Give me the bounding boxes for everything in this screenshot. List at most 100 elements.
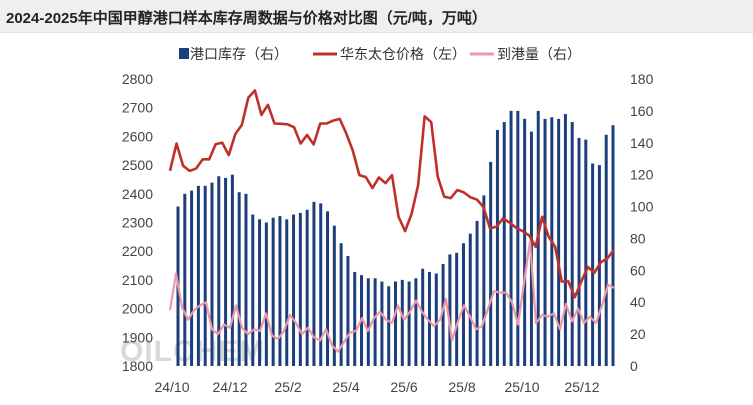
left-tick-label: 2800	[122, 71, 153, 87]
right-tick-label: 180	[630, 71, 654, 87]
inventory-bar	[196, 185, 200, 366]
x-tick-label: 25/12	[564, 379, 599, 395]
inventory-bar	[489, 161, 493, 366]
inventory-bar	[407, 281, 411, 366]
inventory-bar	[203, 185, 207, 366]
left-tick-label: 1800	[122, 358, 153, 374]
left-tick-label: 1900	[122, 329, 153, 345]
inventory-bar	[427, 271, 431, 366]
right-tick-label: 100	[630, 199, 654, 215]
x-tick-label: 25/10	[504, 379, 539, 395]
inventory-bars	[176, 110, 615, 367]
inventory-bar	[251, 214, 255, 366]
inventory-bar	[455, 252, 459, 366]
inventory-bar	[237, 192, 241, 366]
inventory-bar	[230, 174, 234, 366]
inventory-bar	[258, 219, 262, 366]
inventory-bar	[591, 163, 595, 366]
x-tick-label: 25/8	[448, 379, 475, 395]
inventory-bar	[326, 211, 330, 366]
inventory-bar	[448, 254, 452, 366]
inventory-bar	[264, 222, 268, 366]
right-tick-label: 0	[630, 358, 638, 374]
chart-area: OILCHEM 18001900200021002200230024002500…	[120, 46, 654, 395]
legend-label: 华东太仓价格（左）	[340, 46, 466, 62]
left-tick-label: 2500	[122, 157, 153, 173]
inventory-bar	[421, 268, 425, 366]
inventory-bar	[298, 212, 302, 366]
right-tick-label: 120	[630, 167, 654, 183]
inventory-bar	[475, 220, 479, 366]
left-tick-label: 2700	[122, 100, 153, 116]
inventory-bar	[611, 125, 615, 367]
left-tick-label: 2300	[122, 215, 153, 231]
left-axis-ticks: 1800 1900 2000 2100 2200 2300 2400 2500 2600 2700…	[122, 71, 153, 374]
left-tick-label: 2600	[122, 128, 153, 144]
title-bar: 2024-2025年中国甲醇港口样本库存周数据与价格对比图（元/吨，万吨）	[0, 0, 753, 33]
legend: 港口库存（右） 华东太仓价格（左） 到港量（右）	[179, 46, 581, 62]
inventory-bar	[468, 233, 472, 366]
inventory-bar	[400, 279, 404, 366]
inventory-bar	[210, 182, 214, 366]
inventory-bar	[543, 118, 547, 366]
inventory-bar	[414, 278, 418, 366]
inventory-bar	[183, 193, 187, 366]
right-tick-label: 80	[630, 230, 646, 246]
inventory-bar	[319, 203, 323, 366]
right-tick-label: 160	[630, 103, 654, 119]
inventory-bar	[353, 271, 357, 366]
price-line	[168, 89, 616, 299]
chart-title: 2024-2025年中国甲醇港口样本库存周数据与价格对比图（元/吨，万吨）	[6, 10, 487, 27]
left-tick-label: 2200	[122, 243, 153, 259]
inventory-bar	[394, 281, 397, 366]
inventory-bar	[502, 122, 506, 366]
x-tick-label: 25/4	[332, 379, 359, 395]
inventory-bar	[292, 214, 296, 366]
series-lines	[168, 89, 616, 353]
inventory-bar	[190, 190, 194, 366]
inventory-bar	[346, 255, 350, 366]
right-tick-label: 140	[630, 135, 654, 151]
legend-label: 港口库存（右）	[190, 46, 288, 62]
inventory-bar	[482, 195, 486, 366]
x-tick-label: 24/10	[154, 379, 189, 395]
inventory-bar	[563, 114, 567, 366]
inventory-bar	[495, 130, 499, 366]
right-axis-ticks: 0 20 40 60 80 100 120 140 160 180	[630, 71, 654, 374]
x-tick-label: 25/2	[274, 379, 301, 395]
left-tick-label: 2400	[122, 186, 153, 202]
inventory-bar	[509, 110, 513, 366]
left-tick-label: 2100	[122, 272, 153, 288]
inventory-bar	[285, 219, 289, 366]
right-tick-label: 60	[630, 262, 646, 278]
inventory-bar	[380, 281, 384, 366]
inventory-bar	[217, 176, 221, 366]
inventory-bar	[224, 177, 228, 366]
inventory-bar	[312, 201, 316, 366]
inventory-bar	[584, 139, 588, 366]
x-tick-label: 24/12	[212, 379, 247, 395]
inventory-bar	[366, 278, 370, 366]
legend-label: 到港量（右）	[497, 46, 581, 62]
inventory-bar	[373, 278, 377, 366]
inventory-bar	[244, 193, 248, 366]
inventory-bar	[577, 137, 581, 366]
inventory-bar	[332, 225, 336, 366]
x-tick-label: 25/6	[390, 379, 417, 395]
arrivals-line	[168, 240, 615, 353]
inventory-bar	[516, 110, 520, 366]
legend-swatch-bar	[179, 48, 189, 59]
inventory-bar	[523, 118, 527, 366]
inventory-bar	[570, 122, 574, 366]
inventory-bar	[305, 209, 309, 366]
x-axis-ticks: 24/10 24/12 25/2 25/4 25/6 25/8 25/10 25/12	[154, 379, 599, 395]
inventory-bar	[271, 217, 275, 366]
inventory-bar	[387, 286, 391, 366]
inventory-bar	[278, 216, 282, 366]
inventory-bar	[604, 134, 608, 366]
inventory-bar	[434, 273, 438, 366]
left-tick-label: 2000	[122, 301, 153, 317]
inventory-bar	[441, 263, 445, 366]
right-tick-label: 20	[630, 326, 646, 342]
inventory-bar	[339, 243, 343, 366]
